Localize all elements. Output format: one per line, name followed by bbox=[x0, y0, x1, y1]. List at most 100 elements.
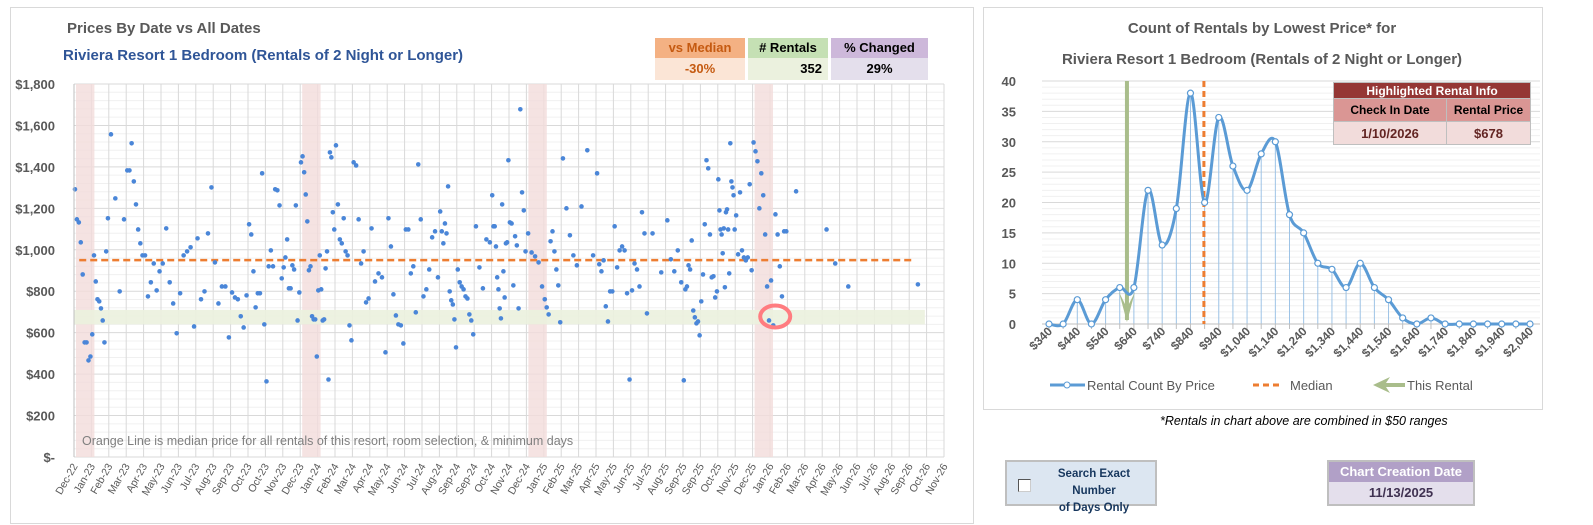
left-chart-subtitle: Riviera Resort 1 Bedroom (Rentals of 2 N… bbox=[63, 47, 464, 64]
data-point bbox=[324, 249, 330, 254]
y-tick-label: 0 bbox=[1009, 317, 1016, 332]
data-point bbox=[174, 330, 179, 336]
data-point bbox=[98, 306, 104, 311]
data-point bbox=[759, 171, 764, 176]
data-point bbox=[461, 287, 466, 292]
data-point bbox=[716, 177, 721, 182]
data-point bbox=[717, 208, 722, 213]
x-tick-label: $2,040 bbox=[1500, 324, 1536, 360]
x-tick-label: $840 bbox=[1168, 324, 1197, 353]
data-point bbox=[86, 358, 91, 363]
data-point bbox=[317, 253, 323, 258]
data-point bbox=[690, 308, 696, 313]
data-point bbox=[574, 263, 580, 268]
data-point bbox=[356, 217, 361, 222]
data-point bbox=[264, 379, 269, 384]
data-point bbox=[698, 299, 704, 304]
exact-days-label: Search Exact Number of Days Only bbox=[1035, 466, 1153, 517]
data-point bbox=[747, 181, 752, 187]
data-point bbox=[511, 283, 516, 288]
holiday-band bbox=[754, 84, 773, 457]
data-point bbox=[386, 215, 391, 221]
y-tick-label: 40 bbox=[1002, 74, 1016, 89]
y-tick-label: 5 bbox=[1009, 287, 1016, 302]
data-point bbox=[832, 261, 838, 266]
exact-days-option[interactable]: Search Exact Number of Days Only bbox=[1005, 460, 1157, 514]
data-point bbox=[408, 271, 414, 276]
data-point bbox=[624, 290, 630, 296]
data-point bbox=[518, 106, 523, 112]
data-point bbox=[637, 284, 642, 289]
stat-label: # Rentals bbox=[748, 38, 828, 58]
data-point bbox=[151, 261, 157, 266]
x-tick-label: $1,640 bbox=[1387, 324, 1423, 360]
data-point bbox=[567, 232, 573, 238]
data-point bbox=[429, 235, 435, 240]
data-point bbox=[502, 295, 507, 300]
data-point bbox=[96, 299, 102, 304]
data-point bbox=[1257, 150, 1265, 158]
data-point bbox=[154, 288, 159, 293]
data-point bbox=[544, 305, 549, 310]
data-point bbox=[554, 267, 559, 272]
data-point bbox=[506, 157, 511, 163]
stat-rentals: # Rentals 352 bbox=[748, 38, 828, 80]
data-point bbox=[266, 264, 271, 269]
data-point bbox=[1186, 89, 1195, 97]
data-point bbox=[1342, 283, 1350, 292]
data-point bbox=[300, 154, 305, 159]
y-tick-label: $600 bbox=[26, 326, 55, 341]
data-point bbox=[509, 221, 514, 226]
data-point bbox=[594, 171, 600, 176]
x-tick-label: $1,540 bbox=[1359, 324, 1395, 360]
creation-date-label: Chart Creation Date bbox=[1329, 462, 1473, 482]
data-point bbox=[733, 213, 739, 218]
data-point bbox=[353, 163, 359, 168]
data-point bbox=[283, 255, 288, 260]
data-point bbox=[720, 251, 725, 256]
data-point bbox=[366, 296, 371, 301]
data-point bbox=[731, 192, 736, 198]
data-point bbox=[700, 272, 706, 277]
data-point bbox=[729, 179, 734, 184]
data-point bbox=[599, 269, 604, 274]
data-point bbox=[542, 297, 548, 302]
data-point bbox=[824, 227, 829, 232]
data-point bbox=[668, 257, 674, 262]
data-point bbox=[337, 237, 343, 242]
data-point bbox=[209, 185, 214, 190]
exact-days-checkbox[interactable] bbox=[1018, 479, 1031, 492]
data-point bbox=[603, 304, 609, 309]
data-point bbox=[331, 227, 337, 232]
data-point bbox=[421, 294, 426, 299]
data-point bbox=[687, 267, 693, 272]
data-point bbox=[248, 232, 254, 237]
data-point bbox=[617, 248, 622, 253]
y-tick-label: $400 bbox=[26, 367, 55, 382]
x-tick-label: $1,140 bbox=[1246, 324, 1282, 360]
data-point bbox=[1526, 320, 1534, 328]
data-point bbox=[444, 231, 449, 236]
data-point bbox=[442, 221, 448, 226]
data-point bbox=[251, 269, 256, 274]
data-point bbox=[707, 232, 713, 237]
data-point bbox=[305, 219, 310, 224]
data-point bbox=[722, 284, 728, 290]
data-point bbox=[762, 232, 768, 237]
data-point bbox=[712, 295, 718, 300]
data-point bbox=[1483, 320, 1492, 328]
data-point bbox=[327, 150, 333, 155]
data-point bbox=[257, 290, 263, 296]
data-point bbox=[445, 184, 451, 189]
data-point bbox=[1300, 229, 1308, 237]
data-point bbox=[270, 264, 276, 269]
data-point bbox=[372, 279, 378, 284]
data-point bbox=[347, 323, 352, 328]
data-point bbox=[590, 253, 596, 258]
data-point bbox=[133, 202, 139, 207]
data-point bbox=[1455, 320, 1463, 328]
data-point bbox=[672, 269, 677, 274]
data-point bbox=[455, 267, 461, 272]
